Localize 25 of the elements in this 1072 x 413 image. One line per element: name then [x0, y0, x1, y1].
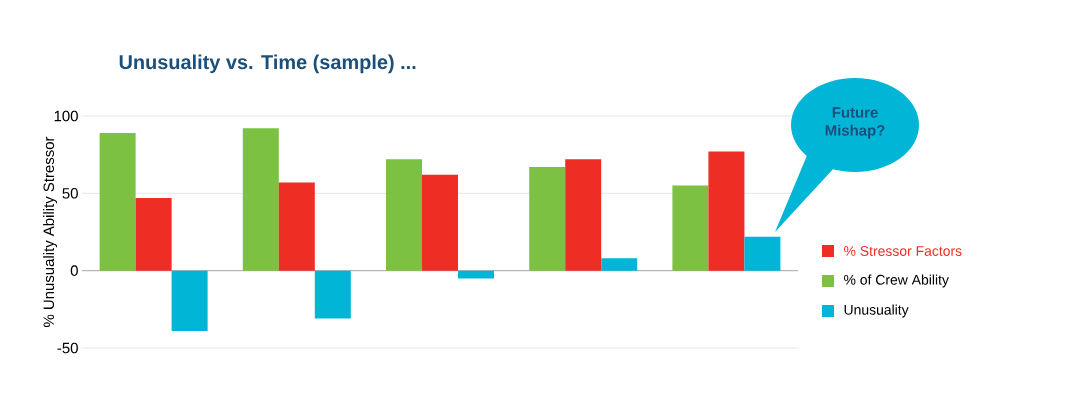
- legend-label: % Stressor Factors: [844, 246, 962, 256]
- bar: [386, 159, 423, 271]
- bar: [99, 133, 136, 271]
- bar: [708, 151, 745, 271]
- y-tick-label: 50: [62, 188, 78, 199]
- bar: [601, 258, 638, 271]
- bar: [458, 270, 495, 279]
- chart-title: Unusuality vs. Time (sample) ...: [119, 54, 416, 74]
- y-tick-label: 0: [70, 265, 78, 276]
- bar: [565, 159, 602, 271]
- bar: [135, 197, 172, 271]
- legend-label: Unusuality: [844, 304, 909, 318]
- bar: [314, 270, 351, 319]
- bar: [171, 270, 208, 331]
- y-axis-title: % Unusuality Ability Stressor: [43, 136, 57, 327]
- legend-label: % of Crew Ability: [844, 274, 949, 288]
- y-tick-label: 100: [54, 110, 78, 122]
- bar: [422, 174, 459, 271]
- bar: [242, 128, 279, 271]
- bar: [672, 185, 709, 271]
- bar: [278, 182, 315, 271]
- bar: [529, 167, 566, 271]
- text: Future Mishap?: [825, 107, 885, 139]
- bar: [744, 236, 781, 271]
- y-tick-label: -50: [57, 342, 78, 354]
